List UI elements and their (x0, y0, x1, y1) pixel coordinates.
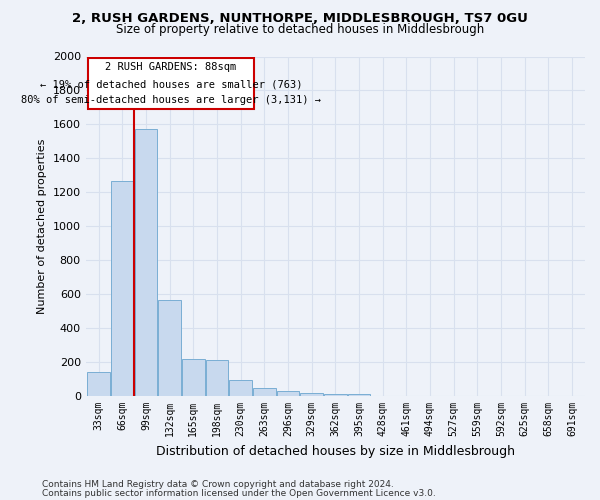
Bar (301, 392, 323, 396)
Text: 2, RUSH GARDENS, NUNTHORPE, MIDDLESBROUGH, TS7 0GU: 2, RUSH GARDENS, NUNTHORPE, MIDDLESBROUG… (72, 12, 528, 26)
Text: Contains public sector information licensed under the Open Government Licence v3: Contains public sector information licen… (42, 488, 436, 498)
FancyBboxPatch shape (88, 58, 254, 109)
Text: Size of property relative to detached houses in Middlesbrough: Size of property relative to detached ho… (116, 22, 484, 36)
Bar (348, 394, 370, 396)
Bar (206, 360, 228, 396)
Text: 80% of semi-detached houses are larger (3,131) →: 80% of semi-detached houses are larger (… (21, 95, 321, 105)
Bar (135, 128, 157, 396)
Y-axis label: Number of detached properties: Number of detached properties (37, 138, 47, 314)
Text: 2 RUSH GARDENS: 88sqm: 2 RUSH GARDENS: 88sqm (105, 62, 236, 72)
Bar (253, 388, 275, 396)
Bar (229, 380, 252, 396)
Bar (88, 372, 110, 396)
X-axis label: Distribution of detached houses by size in Middlesbrough: Distribution of detached houses by size … (156, 444, 515, 458)
Text: Contains HM Land Registry data © Crown copyright and database right 2024.: Contains HM Land Registry data © Crown c… (42, 480, 394, 489)
Bar (277, 391, 299, 396)
Text: ← 19% of detached houses are smaller (763): ← 19% of detached houses are smaller (76… (40, 80, 302, 90)
Bar (111, 182, 134, 396)
Bar (182, 358, 205, 396)
Bar (324, 394, 347, 396)
Bar (158, 300, 181, 396)
